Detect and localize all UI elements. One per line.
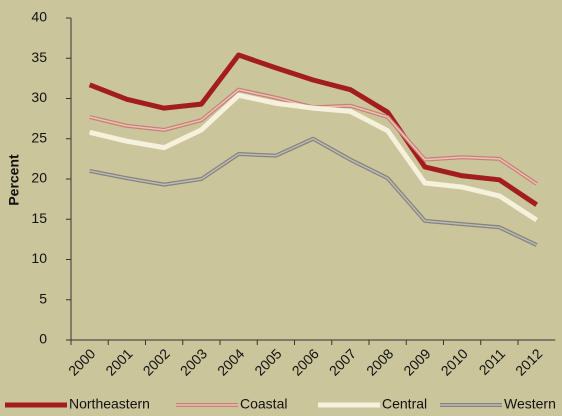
y-tick-label: 25 [31, 129, 47, 145]
y-tick-label: 20 [31, 170, 47, 186]
legend-label: Coastal [240, 396, 287, 412]
y-axis-label: Percent [6, 154, 22, 206]
series-line [88, 52, 539, 207]
series-line-highlight [89, 137, 537, 246]
y-tick-label: 5 [39, 290, 47, 306]
series-line [89, 92, 538, 223]
series-line-highlight [89, 88, 538, 185]
y-tick-label: 0 [39, 331, 47, 347]
legend-label: Western [504, 396, 556, 412]
x-tick-label: 2002 [140, 345, 173, 378]
x-tick-label: 2006 [289, 345, 322, 378]
x-tick-label: 2011 [476, 345, 509, 378]
x-tick-label: 2007 [326, 345, 359, 378]
x-tick-label: 2010 [438, 345, 471, 378]
y-tick-label: 40 [31, 9, 47, 25]
x-tick-label: 2009 [400, 345, 433, 378]
series-line [89, 87, 538, 186]
x-tick-label: 2004 [214, 345, 247, 378]
x-tick-label: 2008 [363, 345, 396, 378]
x-tick-label: 2005 [251, 345, 284, 378]
x-tick-label: 2000 [65, 345, 98, 378]
y-tick-label: 10 [31, 250, 47, 266]
x-tick-label: 2001 [102, 345, 135, 378]
legend-label: Northeastern [69, 396, 150, 412]
x-tick-label: 2012 [512, 345, 545, 378]
legend-label: Central [382, 396, 427, 412]
x-tick-label: 2003 [177, 345, 210, 378]
y-tick-label: 15 [31, 210, 47, 226]
series-line [89, 136, 538, 247]
y-tick-label: 30 [31, 89, 47, 105]
y-tick-label: 35 [31, 49, 47, 65]
